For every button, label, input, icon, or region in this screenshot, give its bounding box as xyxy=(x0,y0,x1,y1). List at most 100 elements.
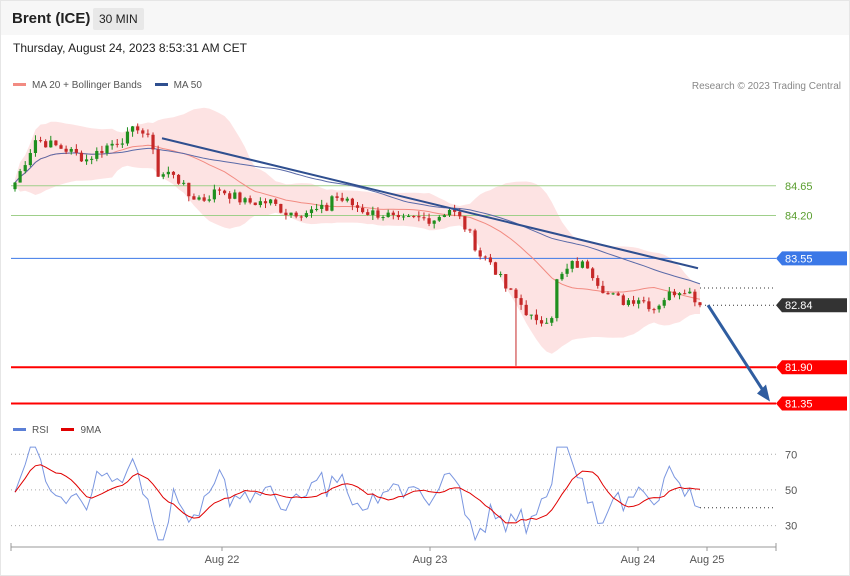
level-tag-83.55 xyxy=(776,251,847,266)
forecast-arrow-shaft xyxy=(706,304,767,395)
candle-body xyxy=(28,152,32,166)
candle-body xyxy=(458,211,462,217)
level-label-81.90: 81.90 xyxy=(785,362,813,374)
candle-body xyxy=(483,256,487,258)
candle-body xyxy=(509,288,513,290)
candle-body xyxy=(514,289,518,299)
x-tick-label: Aug 24 xyxy=(621,554,656,566)
candle-body xyxy=(621,295,625,305)
candle-body xyxy=(74,148,78,153)
candle-body xyxy=(44,141,48,148)
candle-body xyxy=(580,261,585,268)
candle-body xyxy=(110,143,114,146)
candle-body xyxy=(156,149,160,177)
legend-swatch-ma50 xyxy=(154,82,168,86)
candle-body xyxy=(33,140,38,153)
x-tick-label: Aug 23 xyxy=(413,554,448,566)
candle-body xyxy=(100,150,104,154)
candle-body xyxy=(253,202,257,206)
candle-body xyxy=(647,301,651,310)
legend-label-ma20: MA 20 + Bollinger Bands xyxy=(32,80,142,91)
bollinger-band-area xyxy=(15,107,700,354)
candle-body xyxy=(258,201,262,206)
candle-body xyxy=(243,198,247,203)
candle-body xyxy=(677,293,682,296)
candle-body xyxy=(488,257,493,263)
candle-body xyxy=(626,300,631,305)
candle-body xyxy=(437,216,441,221)
candle-body xyxy=(340,197,344,201)
candle-body xyxy=(524,304,528,316)
symbol-title: Brent (ICE) xyxy=(12,10,91,27)
candle-body xyxy=(637,300,641,304)
legend-label-9ma: 9MA xyxy=(80,425,102,436)
candle-body xyxy=(422,217,426,219)
candle-body xyxy=(187,182,191,197)
candle-body xyxy=(125,131,130,144)
candle-body xyxy=(335,196,339,198)
candle-body xyxy=(151,134,155,150)
candle-body xyxy=(309,209,314,214)
candle-body xyxy=(371,210,375,215)
legend-label-ma50: MA 50 xyxy=(173,80,202,91)
candle-body xyxy=(386,212,390,218)
candle-body xyxy=(596,278,600,286)
rsi-line xyxy=(14,446,701,542)
legend-item-ma20-bollinger: MA 20 + Bollinger Bands xyxy=(13,80,142,91)
candle-body xyxy=(233,192,237,199)
candle-body xyxy=(238,192,242,203)
legend-swatch-rsi-9ma xyxy=(61,427,75,431)
price-legend: MA 20 + Bollinger Bands MA 50 xyxy=(13,80,212,91)
candle-body xyxy=(161,174,165,177)
candle-body xyxy=(274,199,278,204)
chart-header: Brent (ICE) 30 MIN xyxy=(1,1,849,35)
level-label-84.65: 84.65 xyxy=(785,181,813,193)
candle-body xyxy=(79,152,84,162)
candle-body xyxy=(345,198,349,201)
candle-body xyxy=(84,159,89,162)
level-tag-82.84 xyxy=(776,298,847,313)
candle-body xyxy=(591,268,595,279)
x-tick-label: Aug 25 xyxy=(690,554,725,566)
candle-body xyxy=(381,217,385,219)
level-label-84.20: 84.20 xyxy=(785,210,813,222)
level-tag-81.35 xyxy=(776,396,847,411)
candle-body xyxy=(504,274,508,289)
candle-body xyxy=(391,212,395,215)
candle-body xyxy=(182,182,186,184)
candle-body xyxy=(90,158,94,160)
candle-body xyxy=(263,201,268,204)
candle-body xyxy=(222,190,227,194)
candle-body xyxy=(601,285,605,294)
candle-body xyxy=(146,133,150,135)
candle-body xyxy=(192,196,196,200)
candle-body xyxy=(228,193,232,199)
candle-body xyxy=(289,212,293,216)
candle-body xyxy=(545,322,549,324)
candle-body xyxy=(519,298,523,305)
candle-body xyxy=(325,204,329,211)
candle-body xyxy=(355,205,360,208)
candle-body xyxy=(453,209,457,212)
forecast-arrow-head xyxy=(757,384,770,402)
level-tag-81.90 xyxy=(776,360,847,375)
interval-badge[interactable]: 30 MIN xyxy=(93,8,144,30)
candle-body xyxy=(539,320,544,324)
candle-body xyxy=(130,126,135,132)
research-credit: Research © 2023 Trading Central xyxy=(691,81,841,92)
candle-body xyxy=(212,189,216,200)
legend-swatch-ma20 xyxy=(13,82,26,86)
candle-body xyxy=(442,215,447,217)
downtrend-line xyxy=(161,137,699,270)
candle-body xyxy=(560,273,564,280)
candle-body xyxy=(23,165,27,172)
candle-body xyxy=(294,212,298,217)
x-tick-label: Aug 22 xyxy=(205,554,240,566)
candle-body xyxy=(38,140,43,142)
candle-body xyxy=(693,291,697,303)
candle-body xyxy=(279,203,283,213)
level-label-83.55: 83.55 xyxy=(785,253,813,265)
rsi-legend: RSI 9MA xyxy=(13,425,111,436)
candle-body xyxy=(499,274,503,276)
candle-body xyxy=(463,216,467,230)
